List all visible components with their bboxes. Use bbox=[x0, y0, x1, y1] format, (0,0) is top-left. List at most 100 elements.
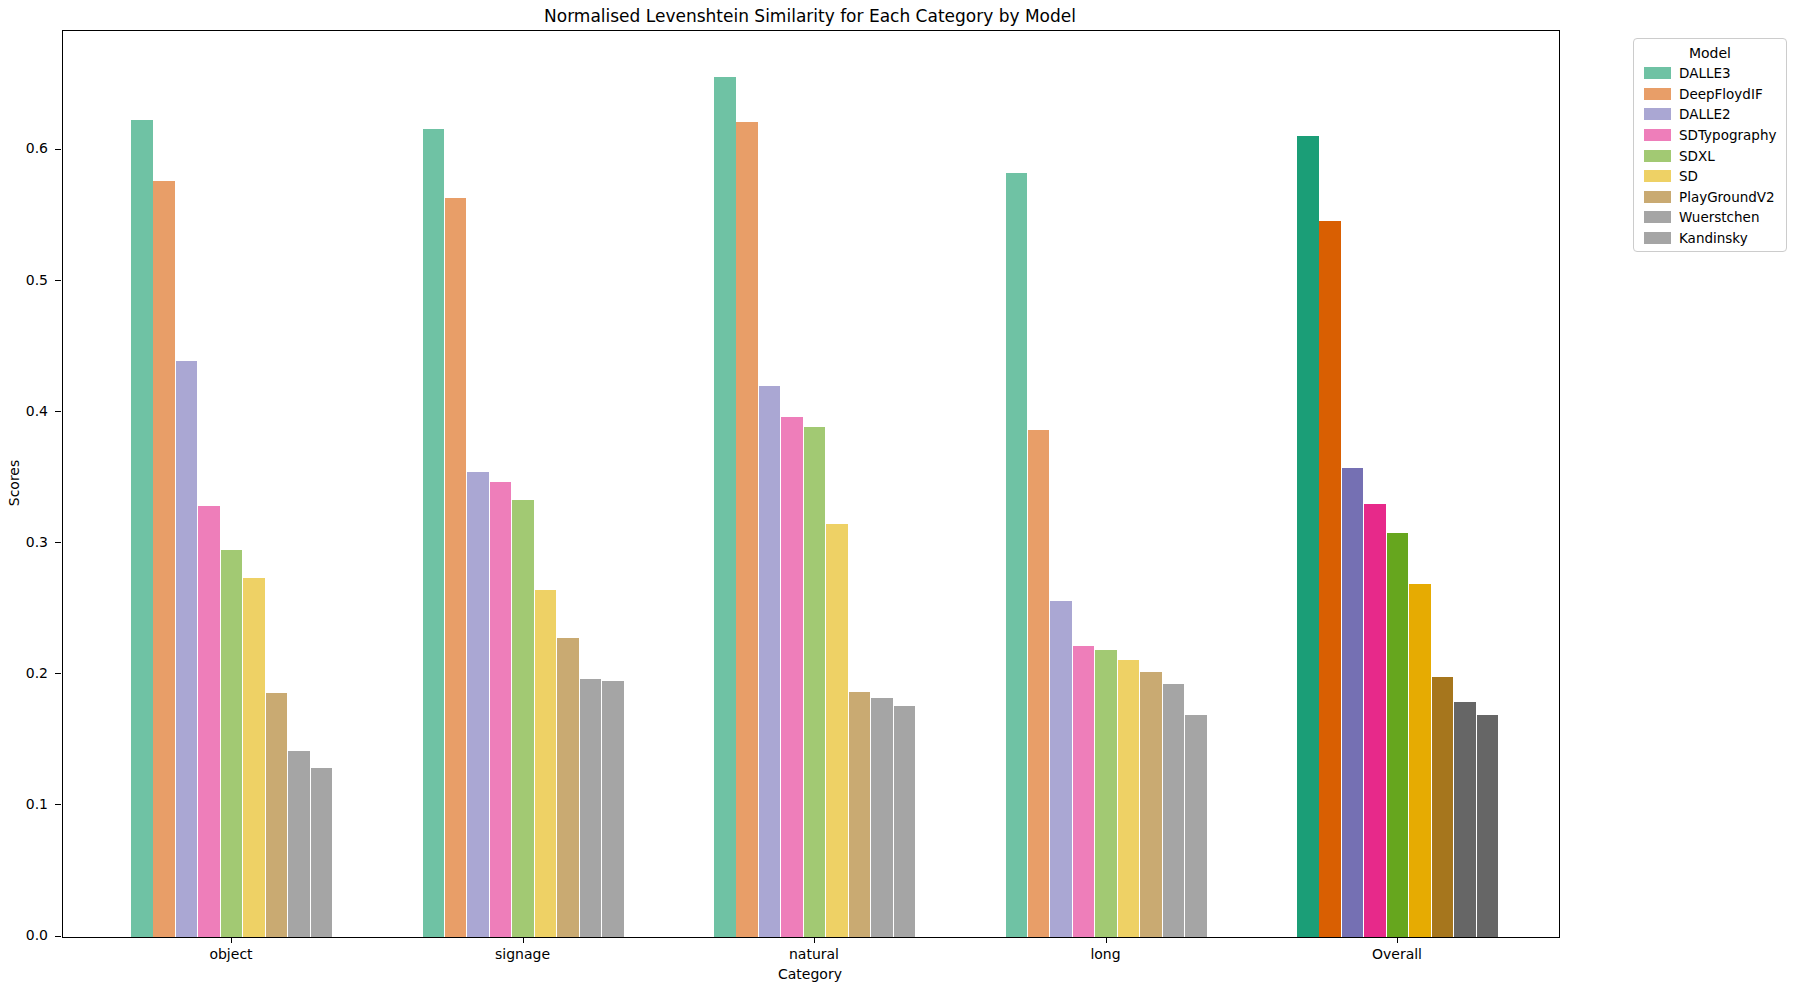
y-tick-label: 0.3 bbox=[8, 534, 48, 550]
bar-Overall-SDTypography bbox=[1364, 504, 1386, 937]
legend-swatch-icon bbox=[1644, 150, 1671, 162]
x-tick-mark bbox=[231, 937, 232, 943]
bar-signage-SD bbox=[535, 590, 557, 937]
x-tick-label-object: object bbox=[171, 946, 291, 962]
y-tick-mark bbox=[55, 936, 61, 937]
chart-title: Normalised Levenshtein Similarity for Ea… bbox=[62, 6, 1558, 26]
legend-item-PlayGroundV2: PlayGroundV2 bbox=[1634, 187, 1786, 208]
y-tick-mark bbox=[55, 149, 61, 150]
legend-item-DeepFloydIF: DeepFloydIF bbox=[1634, 84, 1786, 105]
y-tick-label: 0.5 bbox=[8, 272, 48, 288]
bar-long-PlayGroundV2 bbox=[1140, 672, 1162, 937]
y-tick-label: 0.2 bbox=[8, 665, 48, 681]
y-tick-label: 0.6 bbox=[8, 140, 48, 156]
y-tick-mark bbox=[55, 280, 61, 281]
bar-long-DeepFloydIF bbox=[1028, 430, 1050, 937]
bar-long-DALLE3 bbox=[1006, 173, 1028, 937]
legend-item-SDTypography: SDTypography bbox=[1634, 125, 1786, 146]
legend: Model DALLE3 DeepFloydIF DALLE2 SDTypograph… bbox=[1633, 38, 1787, 252]
x-tick-label-Overall: Overall bbox=[1337, 946, 1457, 962]
bar-natural-SDXL bbox=[804, 427, 826, 937]
legend-label: Kandinsky bbox=[1679, 230, 1748, 246]
x-tick-mark bbox=[523, 937, 524, 943]
legend-item-Wuerstchen: Wuerstchen bbox=[1634, 207, 1786, 228]
bar-natural-SDTypography bbox=[781, 417, 803, 937]
legend-swatch-icon bbox=[1644, 67, 1671, 79]
y-tick-label: 0.4 bbox=[8, 403, 48, 419]
bar-object-Kandinsky bbox=[311, 768, 333, 937]
bar-object-PlayGroundV2 bbox=[266, 693, 288, 937]
x-tick-label-signage: signage bbox=[463, 946, 583, 962]
bar-long-SDTypography bbox=[1073, 646, 1095, 937]
legend-label: PlayGroundV2 bbox=[1679, 189, 1775, 205]
legend-swatch-icon bbox=[1644, 129, 1671, 141]
bar-signage-SDTypography bbox=[490, 482, 512, 937]
y-tick-mark bbox=[55, 542, 61, 543]
bar-natural-PlayGroundV2 bbox=[849, 692, 871, 937]
bar-natural-DALLE2 bbox=[759, 386, 781, 937]
bar-Overall-PlayGroundV2 bbox=[1432, 677, 1454, 937]
bar-signage-PlayGroundV2 bbox=[557, 638, 579, 937]
legend-swatch-icon bbox=[1644, 191, 1671, 203]
bar-Overall-SD bbox=[1409, 584, 1431, 937]
bar-object-DALLE2 bbox=[176, 361, 198, 937]
y-tick-mark bbox=[55, 673, 61, 674]
bar-object-SD bbox=[243, 578, 265, 937]
bar-long-SDXL bbox=[1095, 650, 1117, 937]
legend-swatch-icon bbox=[1644, 211, 1671, 223]
bar-natural-DeepFloydIF bbox=[736, 122, 758, 937]
bar-natural-DALLE3 bbox=[714, 77, 736, 937]
x-tick-mark bbox=[1397, 937, 1398, 943]
bar-Overall-SDXL bbox=[1387, 533, 1409, 937]
legend-swatch-icon bbox=[1644, 232, 1671, 244]
legend-item-SDXL: SDXL bbox=[1634, 145, 1786, 166]
bar-Overall-DALLE2 bbox=[1342, 468, 1364, 937]
bar-natural-Wuerstchen bbox=[871, 698, 893, 937]
legend-items: DALLE3 DeepFloydIF DALLE2 SDTypography SDXL S… bbox=[1634, 63, 1786, 248]
x-tick-mark bbox=[814, 937, 815, 943]
bar-natural-SD bbox=[826, 524, 848, 937]
legend-item-SD: SD bbox=[1634, 166, 1786, 187]
bar-Overall-DeepFloydIF bbox=[1319, 221, 1341, 937]
legend-item-DALLE3: DALLE3 bbox=[1634, 63, 1786, 84]
bar-Overall-DALLE3 bbox=[1297, 136, 1319, 937]
bar-Overall-Wuerstchen bbox=[1454, 702, 1476, 937]
legend-label: SDXL bbox=[1679, 148, 1715, 164]
legend-item-DALLE2: DALLE2 bbox=[1634, 104, 1786, 125]
bar-signage-Kandinsky bbox=[602, 681, 624, 937]
bar-signage-DeepFloydIF bbox=[445, 198, 467, 937]
bar-signage-SDXL bbox=[512, 500, 534, 937]
legend-item-Kandinsky: Kandinsky bbox=[1634, 228, 1786, 249]
legend-label: DALLE3 bbox=[1679, 65, 1731, 81]
y-tick-label: 0.1 bbox=[8, 796, 48, 812]
legend-swatch-icon bbox=[1644, 108, 1671, 120]
y-axis-label: Scores bbox=[6, 460, 22, 507]
y-tick-mark bbox=[55, 411, 61, 412]
legend-label: SDTypography bbox=[1679, 127, 1776, 143]
bar-long-Kandinsky bbox=[1185, 715, 1207, 937]
plot-area bbox=[62, 30, 1560, 938]
x-tick-label-long: long bbox=[1046, 946, 1166, 962]
bar-natural-Kandinsky bbox=[894, 706, 916, 937]
legend-title: Model bbox=[1634, 45, 1786, 61]
legend-label: DeepFloydIF bbox=[1679, 86, 1763, 102]
bar-signage-DALLE3 bbox=[423, 129, 445, 937]
bar-object-DeepFloydIF bbox=[153, 181, 175, 937]
bar-long-Wuerstchen bbox=[1163, 684, 1185, 937]
bar-Overall-Kandinsky bbox=[1477, 715, 1499, 937]
bar-object-Wuerstchen bbox=[288, 751, 310, 937]
bar-signage-Wuerstchen bbox=[580, 679, 602, 937]
bar-long-SD bbox=[1118, 660, 1140, 937]
bar-long-DALLE2 bbox=[1050, 601, 1072, 937]
legend-swatch-icon bbox=[1644, 88, 1671, 100]
y-tick-label: 0.0 bbox=[8, 927, 48, 943]
x-tick-label-natural: natural bbox=[754, 946, 874, 962]
legend-label: DALLE2 bbox=[1679, 106, 1731, 122]
bar-signage-DALLE2 bbox=[467, 472, 489, 937]
legend-swatch-icon bbox=[1644, 170, 1671, 182]
legend-label: Wuerstchen bbox=[1679, 209, 1759, 225]
figure: Normalised Levenshtein Similarity for Ea… bbox=[0, 0, 1794, 989]
bar-object-SDTypography bbox=[198, 506, 220, 937]
bar-object-DALLE3 bbox=[131, 120, 153, 937]
x-axis-label: Category bbox=[62, 966, 1558, 982]
